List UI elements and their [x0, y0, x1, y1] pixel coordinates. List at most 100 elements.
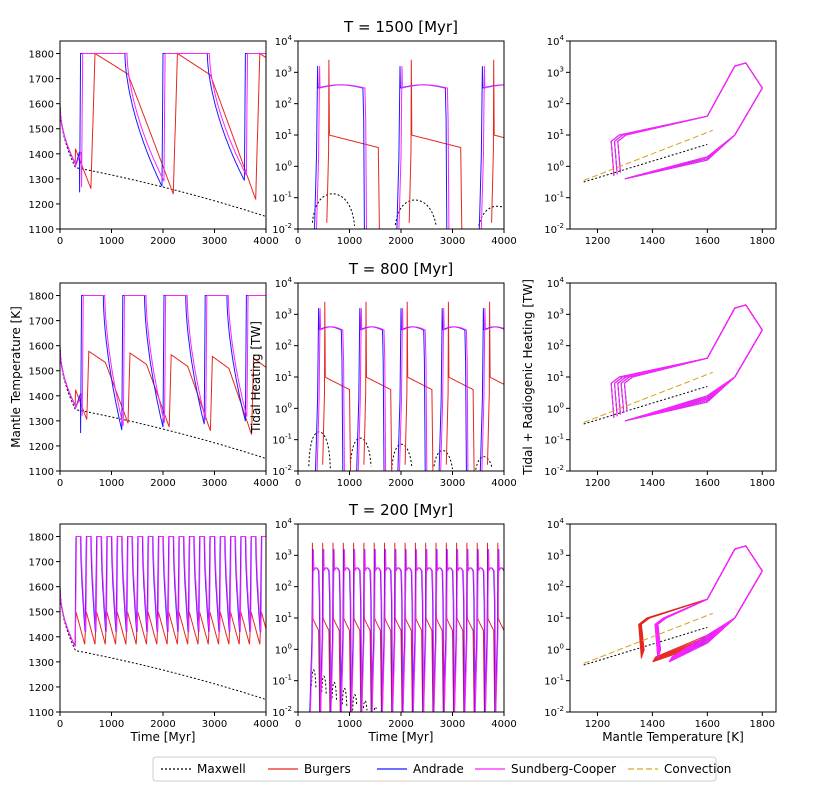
x-tick-label: 2000 — [388, 236, 413, 247]
series-sundberg-cooper — [423, 549, 435, 712]
series-sundberg-cooper — [412, 549, 425, 712]
y-tick-label: 1600 — [29, 342, 54, 353]
series-andrade — [60, 53, 266, 193]
series-sundberg-cooper — [330, 549, 342, 712]
x-tick-label: 4000 — [491, 719, 516, 730]
series-convection — [583, 129, 713, 181]
y-tick-label: 101 — [275, 611, 292, 625]
x-tick-label: 1000 — [99, 719, 124, 730]
x-axis-label: Time [Myr] — [130, 730, 196, 744]
legend-box — [152, 756, 717, 782]
x-tick-label: 3000 — [202, 719, 227, 730]
series-maxwell — [391, 443, 413, 470]
series-sundberg-cooper — [316, 66, 367, 229]
series-burgers — [445, 301, 475, 471]
y-tick-label: 1400 — [29, 392, 54, 403]
y-tick-label: 1200 — [29, 442, 54, 453]
legend-label: Maxwell — [197, 762, 246, 776]
x-tick-label: 1800 — [750, 236, 775, 247]
y-tick-label: 10-1 — [544, 191, 564, 205]
series-maxwell — [341, 687, 348, 708]
y-tick-label: 1300 — [29, 658, 54, 669]
series-maxwell — [394, 199, 437, 226]
legend-label: Sundberg-Cooper — [511, 762, 616, 776]
row-title: T = 800 [Myr] — [348, 260, 453, 278]
series-andrade — [656, 545, 763, 660]
x-tick-label: 1600 — [695, 478, 720, 489]
x-axis-label: Time [Myr] — [368, 730, 434, 744]
y-tick-label: 10-2 — [544, 222, 564, 236]
y-tick-label: 1100 — [29, 225, 54, 236]
legend-label: Convection — [664, 762, 731, 776]
series-maxwell — [583, 143, 708, 183]
x-tick-label: 4000 — [491, 478, 516, 489]
plot-frame — [569, 282, 777, 472]
series-sundberg-cooper — [316, 308, 345, 471]
series-maxwell — [310, 669, 317, 689]
series-convection — [583, 371, 713, 423]
y-tick-label: 100 — [275, 642, 292, 656]
y-tick-label: 10-1 — [544, 674, 564, 688]
y-tick-label: 104 — [547, 34, 565, 48]
series-maxwell — [362, 700, 368, 711]
y-tick-label: 1800 — [29, 50, 54, 61]
y-tick-label: 1800 — [29, 292, 54, 303]
x-tick-label: 4000 — [253, 719, 278, 730]
series-maxwell — [350, 437, 372, 467]
series-burgers — [326, 59, 380, 229]
x-tick-label: 1400 — [640, 719, 665, 730]
series-sundberg-cooper — [340, 549, 353, 712]
y-tick-label: 10-2 — [544, 464, 564, 478]
x-tick-label: 2000 — [150, 719, 175, 730]
series-convection — [583, 612, 713, 664]
x-tick-label: 1200 — [585, 478, 610, 489]
series-maxwell — [308, 431, 331, 470]
y-tick-label: 10-1 — [272, 191, 292, 205]
y-tick-label: 100 — [547, 159, 564, 173]
y-tick-label: 102 — [275, 580, 292, 594]
y-tick-label: 10-1 — [272, 674, 292, 688]
x-tick-label: 4000 — [253, 236, 278, 247]
x-tick-label: 3000 — [202, 478, 227, 489]
x-tick-label: 0 — [295, 478, 301, 489]
y-tick-label: 1300 — [29, 417, 54, 428]
y-tick-label: 100 — [547, 642, 564, 656]
x-tick-label: 1000 — [99, 236, 124, 247]
series-burgers — [60, 52, 266, 200]
x-tick-label: 1400 — [640, 236, 665, 247]
series-maxwell — [60, 345, 266, 459]
y-tick-label: 1400 — [29, 150, 54, 161]
series-sundberg-cooper — [60, 53, 266, 188]
x-tick-label: 0 — [57, 236, 63, 247]
series-maxwell — [60, 103, 266, 217]
series-maxwell — [321, 675, 327, 695]
y-tick-label: 102 — [547, 580, 564, 594]
y-tick-label: 101 — [547, 128, 564, 142]
y-tick-label: 10-2 — [272, 705, 292, 719]
series-sundberg-cooper — [402, 549, 414, 712]
x-tick-label: 1400 — [640, 478, 665, 489]
legend-label: Burgers — [304, 762, 351, 776]
y-tick-label: 100 — [275, 159, 292, 173]
y-tick-label: 100 — [275, 401, 292, 415]
y-tick-label: 101 — [547, 611, 564, 625]
y-tick-label: 102 — [547, 339, 564, 353]
series-andrade — [314, 66, 365, 229]
x-tick-label: 3000 — [440, 236, 465, 247]
series-sundberg-cooper — [655, 545, 763, 662]
series-burgers — [60, 586, 266, 647]
y-tick-label: 104 — [275, 34, 293, 48]
series-sundberg-cooper — [382, 549, 394, 712]
series-sundberg-cooper — [361, 549, 373, 712]
series-sundberg-cooper — [392, 549, 404, 712]
legend: Maxwell Burgers Andrade Sundberg-Cooper Conv… — [152, 756, 731, 782]
series-sundberg-cooper — [481, 308, 504, 471]
y-tick-label: 10-2 — [272, 222, 292, 236]
series-maxwell — [60, 586, 266, 700]
series-maxwell — [311, 193, 356, 226]
series-andrade — [396, 66, 448, 229]
row-title: T = 1500 [Myr] — [343, 18, 458, 36]
x-tick-label: 1000 — [337, 236, 362, 247]
x-tick-label: 1800 — [750, 719, 775, 730]
